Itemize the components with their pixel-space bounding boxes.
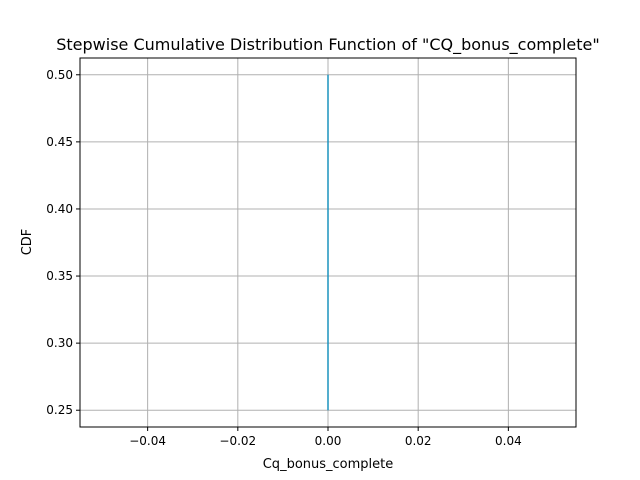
x-tick-label: 0.04 — [495, 434, 522, 448]
y-tick-label: 0.50 — [46, 68, 73, 82]
x-tick-label: 0.00 — [315, 434, 342, 448]
x-tick-label: −0.04 — [129, 434, 166, 448]
y-tick-label: 0.40 — [46, 202, 73, 216]
x-tick-label: −0.02 — [219, 434, 256, 448]
tick-layer: −0.04 −0.02 0.00 0.02 0.04 0.25 0.30 0.35 0.40 0.… — [46, 68, 521, 448]
y-tick-label: 0.30 — [46, 336, 73, 350]
y-axis-label: CDF — [20, 229, 35, 256]
x-axis-label: Cq_bonus_complete — [263, 457, 394, 472]
y-tick-label: 0.25 — [46, 403, 73, 417]
chart-title: Stepwise Cumulative Distribution Functio… — [56, 35, 600, 55]
y-tick-label: 0.35 — [46, 269, 73, 283]
x-tick-label: 0.02 — [405, 434, 432, 448]
y-tick-label: 0.45 — [46, 135, 73, 149]
